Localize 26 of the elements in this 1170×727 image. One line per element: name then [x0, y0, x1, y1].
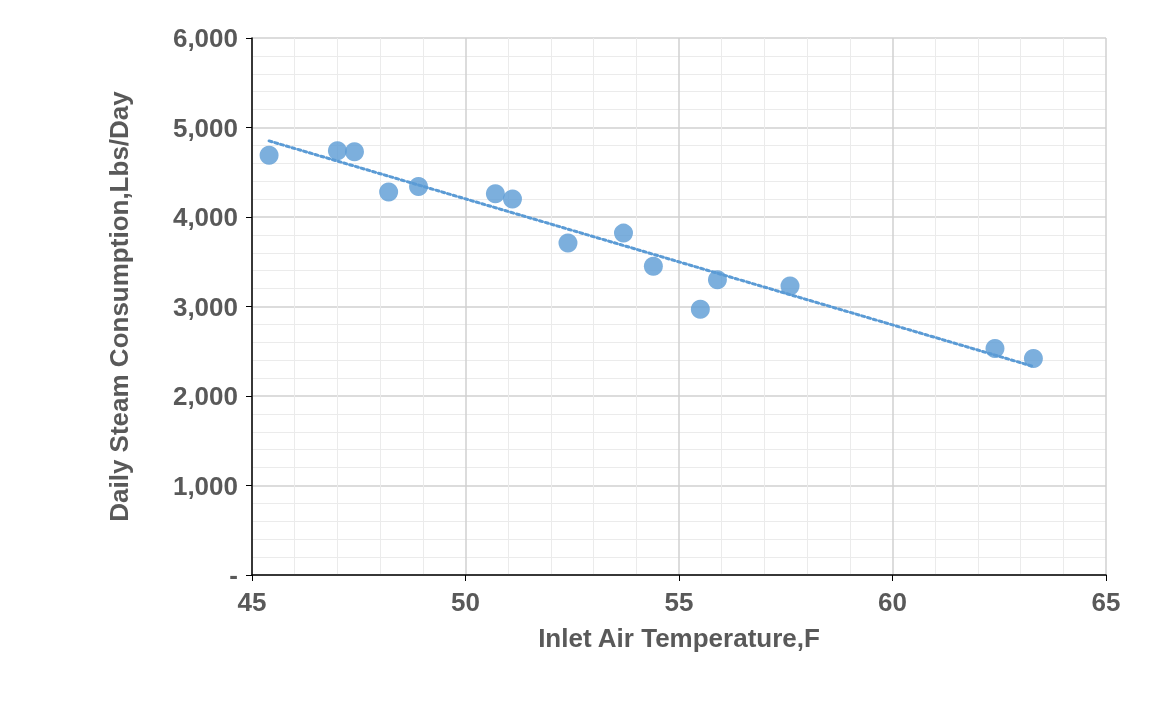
point [485, 184, 505, 204]
x-tick-label: 50 [451, 587, 480, 617]
x-tick-label: 55 [664, 587, 694, 617]
x-tick-label: 60 [878, 587, 907, 617]
y-axis-title: Daily Steam Consumption,Lbs/Day [104, 90, 134, 522]
y-tick-label: 5,000 [172, 112, 238, 143]
point [379, 182, 399, 202]
x-axis-title: Inlet Air Temperature,F [538, 623, 820, 653]
y-tick-label: 6,000 [172, 23, 238, 53]
point [502, 189, 522, 209]
point [327, 141, 347, 161]
point [643, 256, 663, 276]
y-tick-label: 1,000 [172, 470, 238, 501]
y-tick-label: 4,000 [172, 202, 238, 232]
point [345, 142, 364, 162]
x-tick-label: 65 [1091, 587, 1121, 617]
y-tick-label: - [229, 560, 238, 590]
y-tick-label: 3,000 [172, 291, 238, 322]
point [1023, 348, 1043, 368]
y-tick-label: 2,000 [172, 381, 238, 411]
point [690, 299, 710, 319]
x-tick-label: 45 [237, 587, 267, 617]
point [558, 233, 578, 253]
point [259, 145, 279, 165]
point [780, 276, 800, 296]
point [614, 223, 633, 243]
